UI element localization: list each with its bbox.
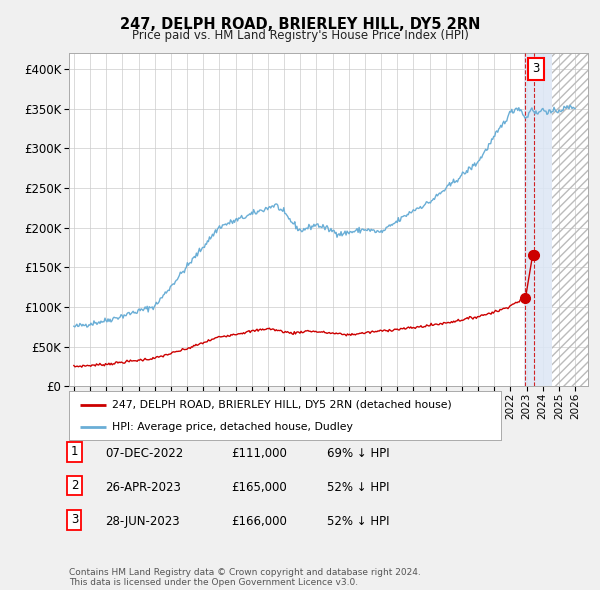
Text: £111,000: £111,000: [231, 447, 287, 460]
Text: 07-DEC-2022: 07-DEC-2022: [105, 447, 183, 460]
Text: HPI: Average price, detached house, Dudley: HPI: Average price, detached house, Dudl…: [112, 422, 353, 432]
Text: 26-APR-2023: 26-APR-2023: [105, 481, 181, 494]
Bar: [553, 53, 588, 386]
Text: 69% ↓ HPI: 69% ↓ HPI: [327, 447, 389, 460]
Text: 247, DELPH ROAD, BRIERLEY HILL, DY5 2RN (detached house): 247, DELPH ROAD, BRIERLEY HILL, DY5 2RN …: [112, 399, 452, 409]
Text: 52% ↓ HPI: 52% ↓ HPI: [327, 481, 389, 494]
Text: 52% ↓ HPI: 52% ↓ HPI: [327, 515, 389, 528]
Bar: [524, 53, 553, 386]
Text: £166,000: £166,000: [231, 515, 287, 528]
Text: Contains HM Land Registry data © Crown copyright and database right 2024.
This d: Contains HM Land Registry data © Crown c…: [69, 568, 421, 587]
Bar: [553, 53, 588, 386]
Text: 3: 3: [71, 513, 78, 526]
Text: 3: 3: [533, 63, 540, 76]
Text: 247, DELPH ROAD, BRIERLEY HILL, DY5 2RN: 247, DELPH ROAD, BRIERLEY HILL, DY5 2RN: [120, 17, 480, 31]
Text: Price paid vs. HM Land Registry's House Price Index (HPI): Price paid vs. HM Land Registry's House …: [131, 30, 469, 42]
Text: £165,000: £165,000: [231, 481, 287, 494]
Text: 1: 1: [71, 445, 78, 458]
Text: 28-JUN-2023: 28-JUN-2023: [105, 515, 179, 528]
Text: 2: 2: [71, 479, 78, 492]
